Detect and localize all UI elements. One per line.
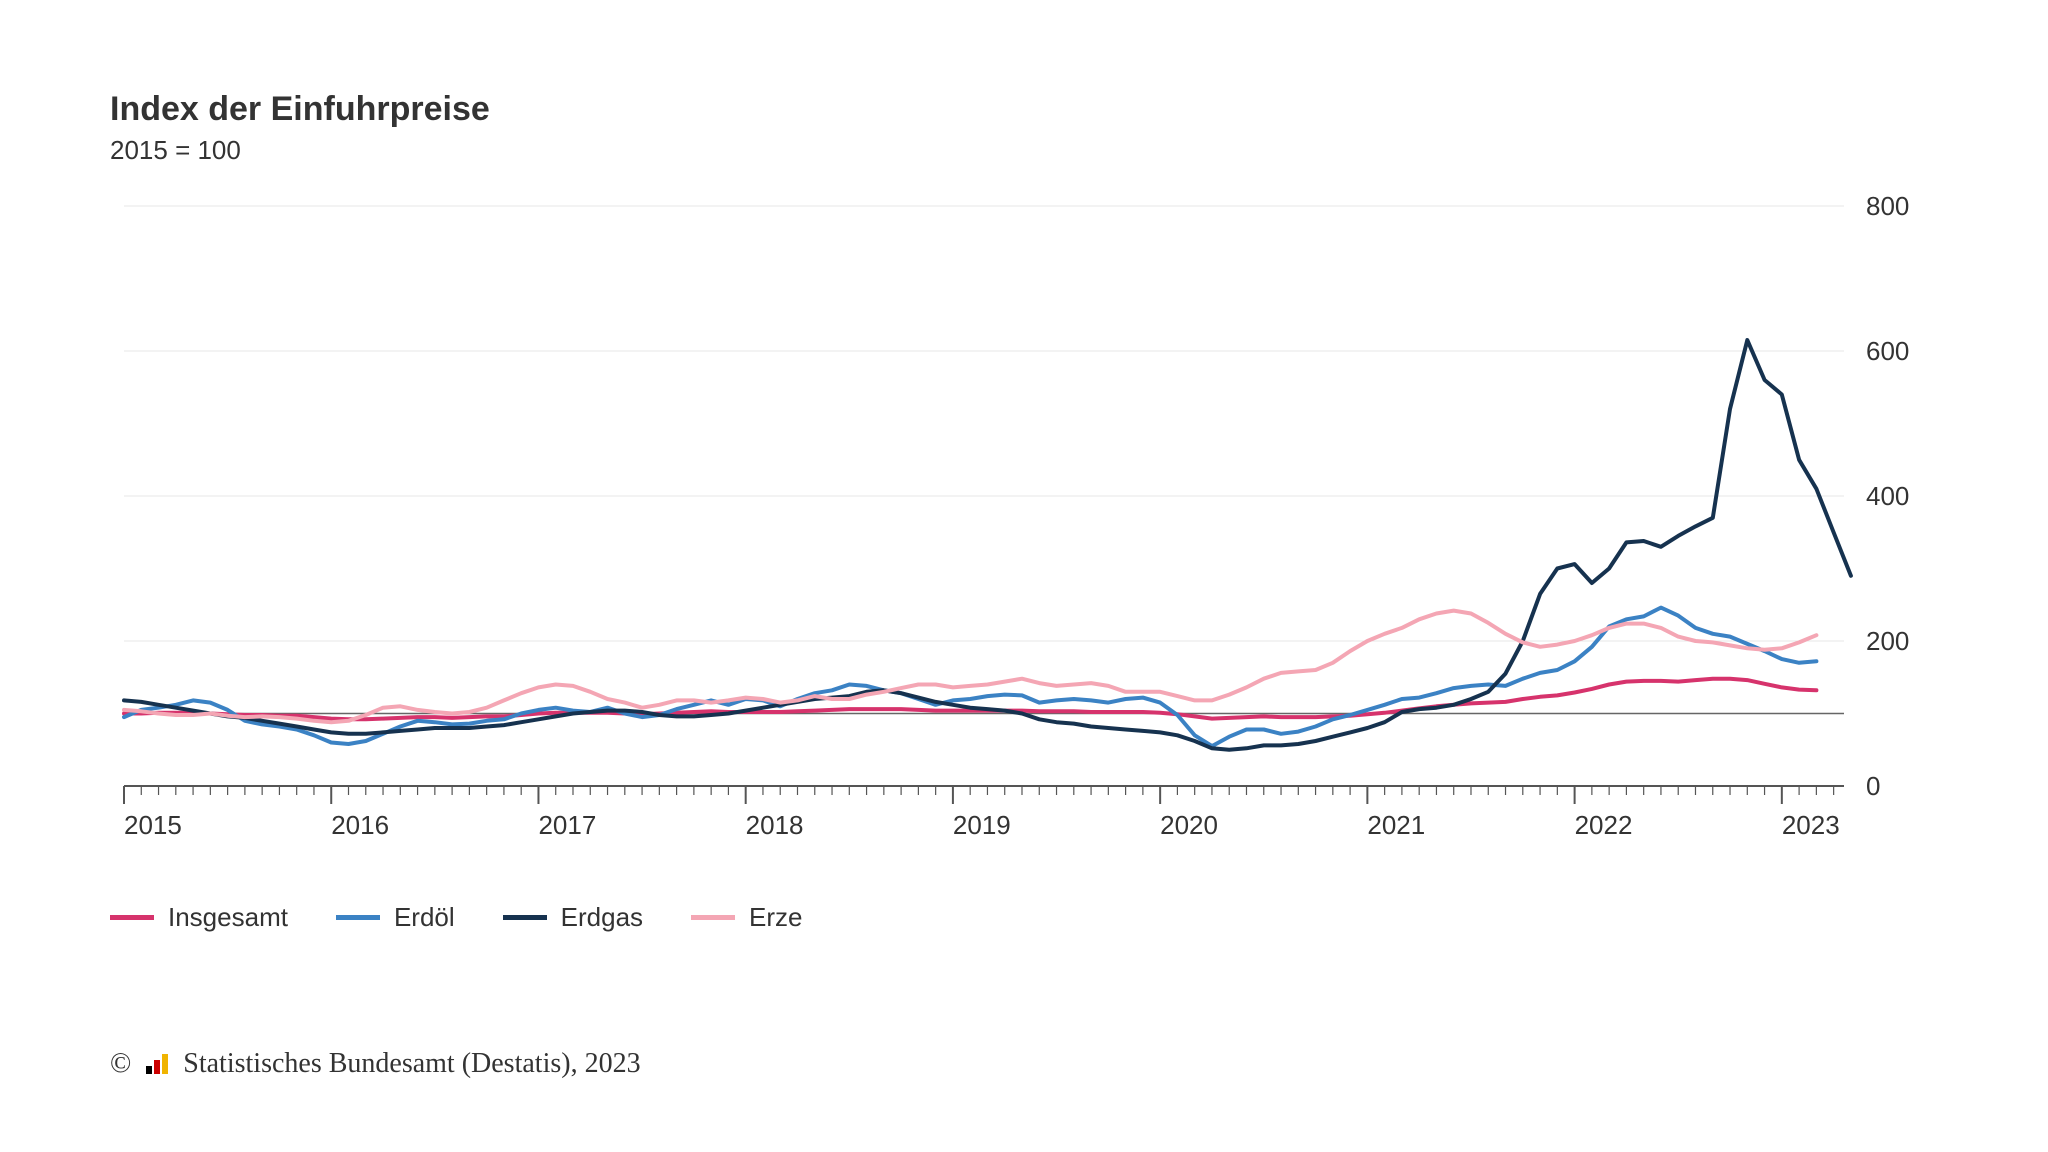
series-erdoel xyxy=(124,608,1816,747)
chart-subtitle: 2015 = 100 xyxy=(110,135,1938,166)
legend-swatch xyxy=(503,915,547,920)
legend-item: Insgesamt xyxy=(110,902,288,933)
y-tick-label: 0 xyxy=(1866,771,1880,801)
x-tick-label: 2023 xyxy=(1782,810,1840,840)
x-tick-label: 2021 xyxy=(1367,810,1425,840)
x-tick-label: 2022 xyxy=(1575,810,1633,840)
legend-label: Erdöl xyxy=(394,902,455,933)
x-tick-label: 2018 xyxy=(746,810,804,840)
source-text: Statistisches Bundesamt (Destatis), 2023 xyxy=(183,1048,640,1079)
x-tick-label: 2020 xyxy=(1160,810,1218,840)
x-tick-label: 2017 xyxy=(538,810,596,840)
y-tick-label: 800 xyxy=(1866,196,1909,221)
legend-swatch xyxy=(691,915,735,920)
legend-swatch xyxy=(110,915,154,920)
chart-area: 2015 2016 2017 2018 2019 2020 2021 2022 2023 0 200… xyxy=(110,196,1938,856)
legend: Insgesamt Erdöl Erdgas Erze xyxy=(110,896,1938,933)
x-tick-label: 2016 xyxy=(331,810,389,840)
copyright-symbol: © xyxy=(110,1048,138,1079)
y-tick-label: 600 xyxy=(1866,336,1909,366)
legend-item: Erdgas xyxy=(503,902,643,933)
legend-label: Insgesamt xyxy=(168,902,288,933)
legend-swatch xyxy=(336,915,380,920)
chart-source: © Statistisches Bundesamt (Destatis), 20… xyxy=(110,1048,641,1082)
destatis-logo-icon xyxy=(146,1050,168,1082)
line-chart-svg: 2015 2016 2017 2018 2019 2020 2021 2022 2023 0 200… xyxy=(110,196,1938,856)
x-tick-label: 2015 xyxy=(124,810,182,840)
y-tick-label: 200 xyxy=(1866,626,1909,656)
y-tick-label: 400 xyxy=(1866,481,1909,511)
legend-item: Erze xyxy=(691,902,802,933)
legend-item: Erdöl xyxy=(336,902,455,933)
chart-title: Index der Einfuhrpreise xyxy=(110,90,1938,129)
x-tick-label: 2019 xyxy=(953,810,1011,840)
legend-label: Erze xyxy=(749,902,802,933)
chart-wrapper: Index der Einfuhrpreise 2015 = 100 20152… xyxy=(0,0,2048,1152)
legend-label: Erdgas xyxy=(561,902,643,933)
